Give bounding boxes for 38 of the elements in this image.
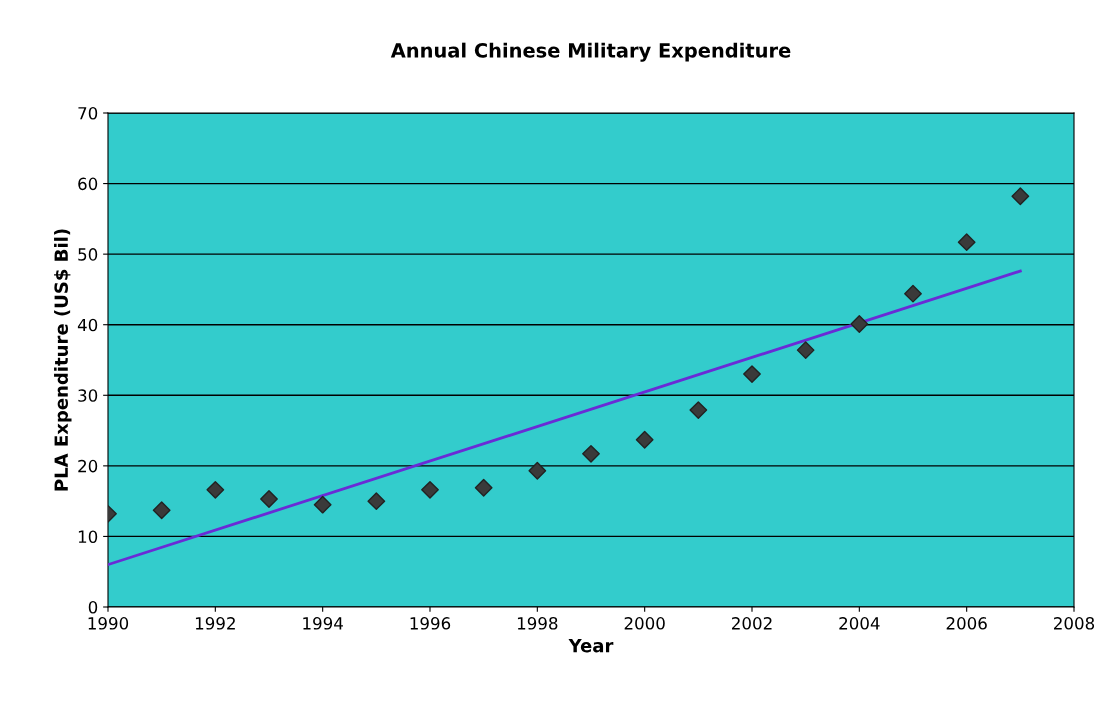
y-tick-label: 50: [78, 248, 98, 261]
point: [582, 444, 600, 463]
point: [743, 365, 761, 384]
point: [689, 401, 708, 420]
y-tick-label: 70: [78, 106, 98, 120]
x-tick-label: 2000: [624, 617, 665, 630]
y-tick-label: 10: [78, 530, 98, 543]
point: [421, 480, 439, 499]
point: [635, 430, 654, 449]
point: [474, 478, 493, 497]
y-axis-title: PLA Expenditure (US$ Bil): [54, 229, 72, 491]
y-tick-label: 40: [77, 318, 98, 332]
x-tick-label: 1994: [303, 617, 343, 630]
point: [206, 480, 225, 499]
y-tick-label: 30: [78, 389, 98, 402]
y-tick-label: 20: [78, 459, 98, 473]
x-tick-label: 1992: [195, 617, 235, 630]
point: [367, 492, 386, 511]
point: [957, 233, 976, 252]
point: [152, 501, 171, 520]
x-tick-label: 1996: [410, 617, 451, 630]
point: [1011, 187, 1030, 206]
y-tick-label: 60: [78, 177, 98, 191]
point: [850, 315, 869, 333]
point: [313, 495, 332, 514]
y-tick-label: 0: [88, 600, 98, 614]
point: [796, 341, 815, 360]
x-axis-title: Year: [568, 638, 614, 653]
x-tick-label: 2006: [946, 617, 987, 630]
point: [904, 284, 922, 303]
x-tick-label: 2002: [732, 617, 772, 630]
point: [260, 490, 278, 508]
point: [528, 461, 547, 480]
x-tick-label: 2008: [1054, 617, 1095, 630]
x-tick-label: 1990: [88, 617, 129, 630]
x-tick-label: 1998: [517, 617, 558, 630]
chart-title: Annual Chinese Military Expenditure: [390, 42, 791, 62]
x-tick-label: 2004: [839, 617, 880, 630]
